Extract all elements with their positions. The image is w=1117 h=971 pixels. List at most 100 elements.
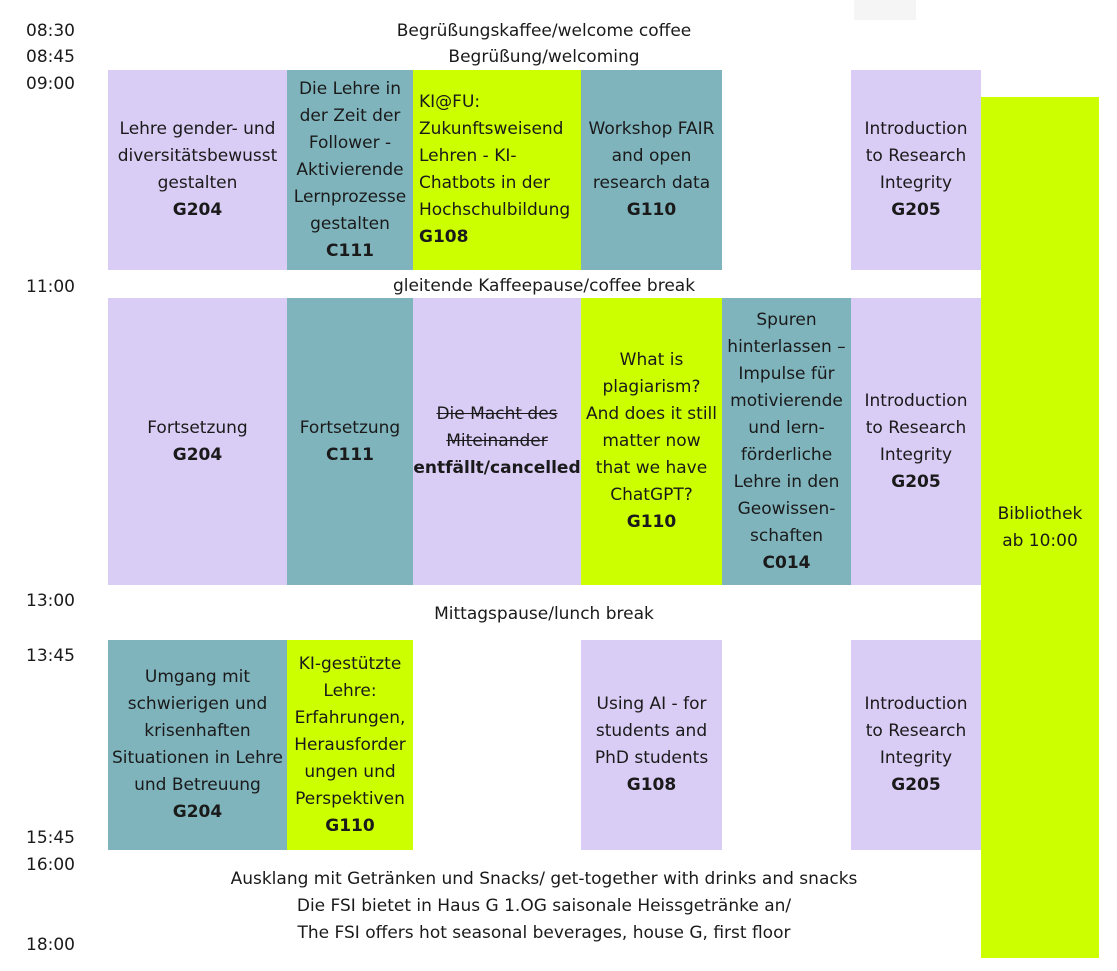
session-line: to Research — [865, 721, 967, 741]
session-line: that we have — [595, 458, 708, 478]
session-line: matter now — [602, 431, 701, 451]
room-label: G108 — [626, 775, 677, 795]
banner-coffee-break: gleitende Kaffeepause/coffee break — [392, 276, 696, 296]
banner-closing-line-2: Die FSI bietet in Haus G 1.OG saisonale … — [296, 896, 792, 916]
session-line: Situationen in Lehre — [112, 748, 283, 768]
room-label: G204 — [172, 444, 223, 465]
session-line: diversitätsbewusst — [117, 146, 278, 166]
room-label: G205 — [891, 200, 941, 220]
room-label: G204 — [172, 200, 223, 220]
session-using-ai: Using AI - for students and PhD students… — [581, 640, 722, 850]
banner-welcome-coffee: Begrüßungskaffee/welcome coffee — [396, 21, 692, 41]
session-line: Integrity — [879, 748, 953, 768]
room-label: C111 — [326, 240, 374, 261]
session-spuren: Spuren hinterlassen – Impulse für motivi… — [722, 298, 851, 585]
session-line: schaften — [750, 525, 823, 546]
room-label: G205 — [891, 775, 941, 795]
room-label: C111 — [326, 444, 374, 465]
session-line: students and — [595, 721, 708, 741]
session-line: hinterlassen – — [727, 336, 846, 357]
session-line: to Research — [865, 417, 967, 438]
room-label: G110 — [626, 200, 677, 220]
session-line: gestalten — [157, 173, 238, 193]
session-line: Lernprozesse — [293, 186, 407, 207]
session-line: KI@FU: — [419, 92, 481, 112]
session-line: und Betreuung — [134, 775, 261, 795]
session-line: plagiarism? — [602, 377, 701, 397]
session-line: and open — [611, 146, 692, 166]
time-1600: 16:00 — [26, 855, 75, 875]
time-1100: 11:00 — [26, 277, 75, 297]
library-block: Bibliothek ab 10:00 — [981, 97, 1099, 958]
banner-welcoming: Begrüßung/welcoming — [448, 47, 640, 67]
room-label: G108 — [419, 227, 469, 247]
session-line: Miteinander — [446, 431, 548, 451]
session-ki-fu: KI@FU: Zukunftsweisend Lehren - KI- Chat… — [413, 70, 581, 270]
time-1545: 15:45 — [26, 828, 75, 848]
session-line: research data — [592, 173, 711, 193]
session-line: Workshop FAIR — [588, 119, 715, 139]
session-fortsetzung-g204: Fortsetzung G204 — [108, 298, 287, 585]
session-line: ChatGPT? — [610, 485, 693, 505]
library-line: Bibliothek — [997, 503, 1083, 524]
top-right-box — [854, 0, 916, 20]
session-line: to Research — [865, 146, 967, 166]
session-line: und lern- — [748, 417, 825, 438]
cancelled-label: entfällt/cancelled — [413, 458, 581, 478]
session-line: PhD students — [594, 748, 709, 768]
session-line: Chatbots in der — [419, 173, 550, 193]
banner-closing-line-1: Ausklang mit Getränken und Snacks/ get-t… — [230, 869, 858, 889]
session-line: Fortsetzung — [299, 417, 401, 438]
session-line: Using AI - for — [596, 694, 707, 714]
session-line: Erfahrungen, — [294, 707, 406, 728]
room-label: G204 — [172, 802, 223, 822]
room-label: G110 — [626, 512, 677, 532]
session-plagiarism: What is plagiarism? And does it still ma… — [581, 298, 722, 585]
session-line: Impulse für — [738, 363, 835, 384]
session-line: Aktivierende — [296, 159, 404, 180]
session-line: And does it still — [586, 404, 717, 424]
session-line: der Zeit der — [299, 105, 401, 126]
session-line: schwierigen und — [127, 694, 268, 714]
time-1800: 18:00 — [26, 935, 75, 955]
library-line: ab 10:00 — [1002, 530, 1078, 551]
session-line: Lehre gender- und — [119, 119, 276, 139]
session-line: krisenhaften — [144, 721, 251, 741]
session-line: Follower - — [308, 132, 392, 153]
session-research-integrity-midday: Introduction to Research Integrity G205 — [851, 298, 981, 585]
session-line: Hochschulbildung — [419, 200, 571, 220]
session-line: Introduction — [864, 390, 968, 411]
session-line: Perspektiven — [295, 788, 405, 809]
session-ki-gestuetzte-lehre: KI-gestützte Lehre: Erfahrungen, Herausf… — [287, 640, 413, 850]
banner-closing-line-3: The FSI offers hot seasonal beverages, h… — [297, 923, 791, 943]
time-0830: 08:30 — [26, 21, 75, 41]
session-research-integrity-afternoon: Introduction to Research Integrity G205 — [851, 640, 981, 850]
room-label: C014 — [762, 552, 811, 573]
session-gender-diversity: Lehre gender- und diversitätsbewusst ges… — [108, 70, 287, 270]
session-line: Die Lehre in — [298, 78, 402, 99]
session-follower: Die Lehre in der Zeit der Follower - Akt… — [287, 70, 413, 270]
session-line: Lehre: — [323, 680, 377, 701]
banner-lunch-break: Mittagspause/lunch break — [434, 604, 654, 624]
session-line: Die Macht des — [436, 404, 558, 424]
time-1300: 13:00 — [26, 591, 75, 611]
time-0900: 09:00 — [26, 74, 75, 94]
session-line: Lehren - KI- — [419, 146, 517, 166]
session-line: KI-gestützte — [298, 653, 402, 674]
session-line: förderliche — [740, 444, 833, 465]
session-fortsetzung-c111: Fortsetzung C111 — [287, 298, 413, 585]
session-macht-miteinander: Die Macht des Miteinander entfällt/cance… — [413, 298, 581, 585]
session-line: What is — [619, 350, 684, 370]
session-line: Geowissen- — [737, 498, 836, 519]
session-line: Fortsetzung — [147, 417, 248, 438]
session-line: Lehre in den — [733, 471, 840, 492]
session-line: Spuren — [756, 309, 817, 330]
session-line: ungen und — [304, 761, 396, 782]
session-line: gestalten — [310, 213, 390, 234]
session-line: Zukunftsweisend — [419, 119, 564, 139]
session-line: Umgang mit — [144, 667, 251, 687]
session-workshop-fair: Workshop FAIR and open research data G11… — [581, 70, 722, 270]
session-line: Introduction — [864, 119, 968, 139]
session-line: Herausforder — [294, 734, 406, 755]
session-umgang: Umgang mit schwierigen und krisenhaften … — [108, 640, 287, 850]
